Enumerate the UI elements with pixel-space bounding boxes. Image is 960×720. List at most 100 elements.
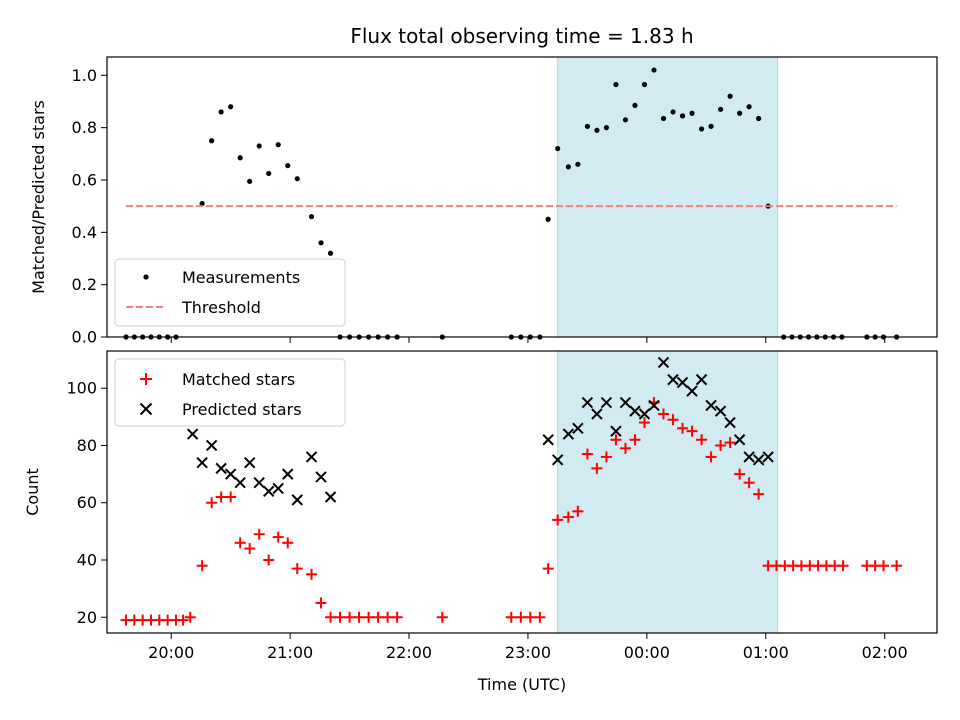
predicted-stars-point [667,373,679,386]
matched-stars-point [272,531,284,543]
matched-stars-point [436,611,448,623]
matched-stars-point [306,568,318,580]
top-panel: 0.0 0.2 0.4 0.6 0.8 1.0 Flux total observing … [29,24,938,347]
measurement-point [670,109,676,115]
top-y-ticks: 0.0 0.2 0.4 0.6 0.8 1.0 [72,66,107,347]
predicted-stars-point [253,476,265,489]
x-tick-label: 01:00 [743,643,789,662]
legend-swatch-predicted [139,402,153,416]
matched-stars-point [196,560,208,572]
measurement-point [708,123,714,129]
y-tick-label: 100 [66,379,97,398]
x-tick-label: 22:00 [386,643,432,662]
measurement-point [237,155,243,161]
matched-stars-point [715,439,727,451]
predicted-stars-point [714,405,727,417]
predicted-stars-point [324,491,337,503]
measurement-point [247,178,253,184]
chart-title: Flux total observing time = 1.83 h [350,24,693,48]
measurement-point [613,81,619,88]
bottom-y-axis-label: Count [23,468,42,516]
top-x-ticks [170,337,886,343]
predicted-stars-point [205,439,218,452]
predicted-stars-point [572,422,584,435]
shaded-interval-0 [557,56,779,338]
measurement-point [679,113,686,119]
matched-stars-point [382,611,394,623]
x-tick-label: 02:00 [862,643,908,662]
matched-stars-point [391,611,403,623]
matched-stars-point [734,468,746,480]
matched-stars-point [184,611,196,623]
matched-stars-point [877,560,889,572]
predicted-stars-point [542,434,554,446]
measurement-point [285,162,291,169]
y-tick-label: 80 [77,436,97,455]
matched-stars-point [206,497,218,509]
matched-stars-point [572,505,584,517]
measurement-point [545,216,551,222]
matched-stars-point [891,560,903,572]
measurement-point [218,109,224,115]
measurement-point [756,115,762,122]
predicted-stars-point [215,462,227,475]
predicted-stars-point [600,396,613,409]
predicted-stars-point [638,408,651,420]
predicted-stars-point [272,482,284,495]
x-axis-label: Time (UTC) [477,675,566,694]
matched-stars-point [562,511,574,523]
predicted-stars-point [629,405,641,417]
y-tick-label: 0.8 [72,118,97,137]
matched-stars-point [696,434,708,446]
predicted-stars-point [676,376,689,389]
y-tick-label: 60 [77,493,97,512]
y-tick-label: 0.2 [72,275,97,294]
measurement-point [660,115,667,122]
matched-stars-point [291,563,303,575]
y-tick-label: 0.0 [72,328,97,347]
bottom-x-ticks: 20:00 21:00 22:00 23:00 00:00 01:00 02:00 [148,633,908,662]
predicted-stars-point [648,399,660,412]
predicted-stars-point [743,451,755,463]
predicted-stars-point [686,385,698,397]
matched-stars-point [629,434,641,446]
measurement-point [555,145,561,152]
predicted-stars-point [657,356,670,369]
measurement-point [308,214,315,220]
legend-swatch-matched [140,373,152,385]
predicted-stars-point [752,454,765,466]
x-tick-label: 21:00 [267,643,313,662]
bottom-panel: 20 40 60 80 100 20:00 21:00 22:00 23:00 00:00 01:… [23,350,938,694]
predicted-stars-point [291,494,303,506]
matched-stars-point [334,611,346,623]
matched-stars-point [837,560,849,572]
measurement-point [199,200,205,207]
x-tick-label: 23:00 [505,643,551,662]
predicted-stars-point [263,485,275,497]
top-y-axis-label: Matched/Predicted stars [29,100,48,294]
matched-stars-point [667,414,679,426]
top-legend: Measurements Threshold [114,258,346,327]
measurement-point [746,104,752,110]
matched-stars-point [610,434,622,446]
matched-stars-point [363,611,375,623]
matched-stars-point [282,537,294,549]
matched-stars-point [743,477,755,489]
x-tick-label: 20:00 [148,643,194,662]
predicted-stars-point [733,434,746,446]
matched-stars-point [353,611,365,623]
predicted-stars-point [562,428,575,440]
predicted-stars-point [243,456,256,469]
matched-stars-point [177,614,189,626]
y-tick-label: 20 [77,608,97,627]
matched-stars-point [325,611,337,623]
measurement-point [717,106,724,112]
predicted-stars-point [305,451,318,463]
top-shaded-interval [557,56,779,338]
measurement-point [737,110,743,116]
top-axes-frame [106,56,938,338]
predicted-stars-point [591,408,603,420]
x-tick-label: 00:00 [624,643,670,662]
measurement-point [228,104,234,110]
